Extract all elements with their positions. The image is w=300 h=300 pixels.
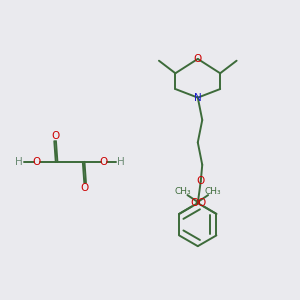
Text: O: O (197, 198, 206, 208)
Text: O: O (194, 54, 202, 64)
Text: O: O (80, 183, 88, 193)
Text: O: O (196, 176, 205, 186)
Text: O: O (52, 131, 60, 141)
Text: CH₃: CH₃ (205, 187, 221, 196)
Text: O: O (32, 157, 41, 167)
Text: N: N (194, 93, 202, 103)
Text: H: H (15, 157, 23, 167)
Text: H: H (117, 157, 125, 167)
Text: CH₃: CH₃ (174, 187, 191, 196)
Text: O: O (100, 157, 108, 167)
Text: O: O (190, 198, 198, 208)
